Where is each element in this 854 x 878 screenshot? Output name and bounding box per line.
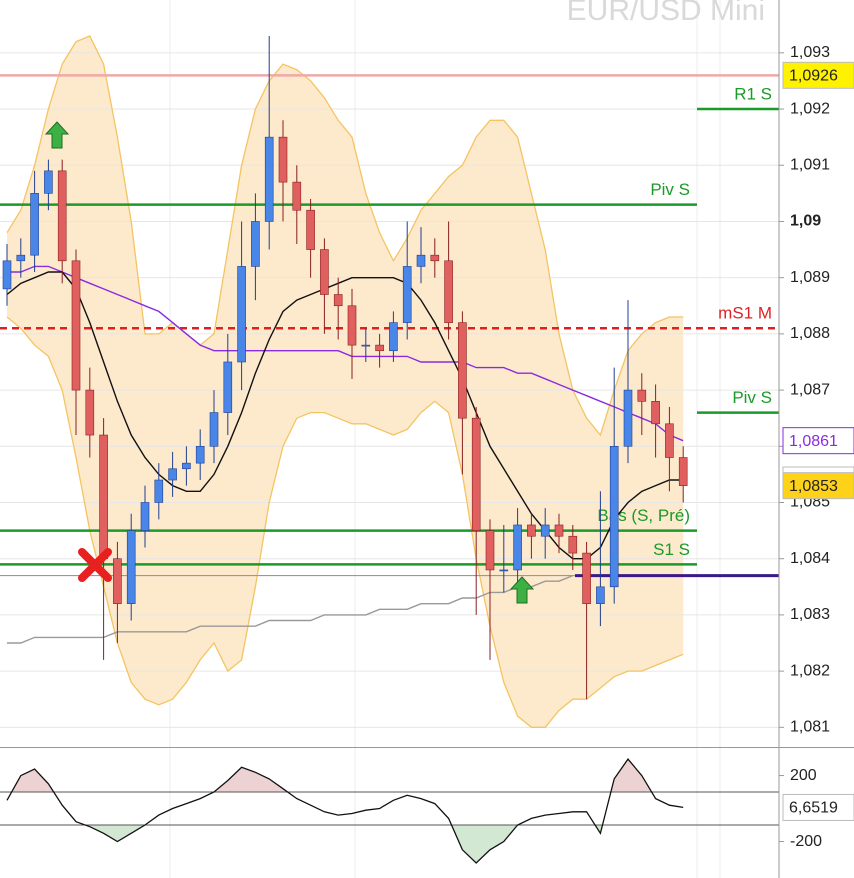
candle-body [30, 193, 39, 256]
y-tick-label: 1,088 [790, 325, 830, 342]
candle-body [361, 344, 371, 347]
y-tick-label: 1,084 [790, 550, 830, 567]
candle-body [16, 254, 26, 262]
candle-body [168, 468, 177, 481]
candle-body [126, 530, 136, 604]
candle-body [57, 170, 67, 262]
buy-arrow [509, 576, 535, 604]
candle-body [237, 266, 246, 363]
level-label: S1 S [653, 540, 690, 559]
cci-line [6, 758, 684, 864]
cross-stroke [78, 548, 112, 582]
cci-zone-fill [85, 825, 603, 863]
band-edge [6, 35, 684, 437]
price-label-box [782, 61, 854, 89]
candle-body [527, 524, 536, 537]
candle-body [596, 586, 605, 604]
candle-body [402, 266, 412, 323]
y-tick-label: 1,093 [790, 44, 830, 61]
candle-body [540, 524, 550, 537]
moving-average [7, 574, 574, 644]
value-label: 6,6519 [789, 800, 838, 817]
candle-body [444, 260, 453, 323]
candle-body [140, 502, 150, 531]
price-label: 1,0861 [789, 433, 838, 450]
chart-title: EUR/USD Mini [567, 0, 765, 27]
candle-body [609, 445, 619, 588]
candle-body [389, 322, 398, 352]
value-label-box [782, 793, 854, 821]
candle-body [582, 552, 591, 604]
sell-cross [78, 548, 112, 582]
y-tick-label: 1,082 [790, 662, 830, 679]
moving-average [6, 271, 684, 560]
candle-body [85, 389, 95, 436]
candle-body [292, 181, 302, 211]
candle-body [554, 524, 564, 537]
candle-body [113, 558, 122, 604]
price-label-box [782, 427, 854, 455]
level-label: Piv S [732, 388, 772, 407]
candle-body [347, 305, 357, 346]
candle-body [665, 423, 674, 458]
candle-body [375, 344, 384, 352]
price-label: 1,0926 [789, 68, 838, 85]
candle-body [623, 389, 633, 447]
price-label-box [782, 472, 854, 500]
candle-body [154, 479, 164, 503]
candle-body [678, 457, 688, 486]
y-tick-label: 1,081 [790, 719, 830, 736]
candle-body [430, 254, 440, 262]
level-label: R1 S [734, 85, 772, 104]
candle-body [485, 530, 495, 571]
candle-body [499, 569, 509, 572]
candle-body [651, 401, 660, 425]
candle-body [306, 209, 315, 250]
candle-body [278, 136, 288, 183]
candle-body [2, 260, 12, 290]
candle-body [637, 389, 647, 402]
y-tick-label: 1,09 [790, 213, 821, 230]
level-label: mS1 M [718, 304, 772, 323]
moving-average [7, 265, 684, 442]
band-edge [6, 316, 684, 728]
candle-body [99, 434, 108, 560]
price-label: 1,0853 [789, 478, 838, 495]
candle-body [195, 445, 205, 464]
candle-body [458, 322, 467, 419]
y-tick-label: 1,089 [790, 269, 830, 286]
y-tick-label: 200 [790, 767, 817, 784]
candle-body [513, 524, 522, 571]
cci-zone-fill [7, 759, 684, 793]
vertical-grid [169, 0, 721, 878]
signal-icons [44, 121, 535, 604]
candle-body [44, 170, 53, 194]
candle-body [471, 417, 481, 531]
candle-body [209, 412, 219, 447]
y-tick-label: -200 [790, 833, 822, 850]
y-tick-label: 1,087 [790, 381, 830, 398]
y-tick-label: 1,083 [790, 606, 830, 623]
candle-body [264, 136, 274, 222]
y-tick-label: 1,092 [790, 100, 830, 117]
candle-body [568, 535, 578, 554]
candle-body [182, 462, 191, 470]
candle-body [416, 254, 426, 267]
candle-body [320, 249, 329, 295]
candle-body [71, 260, 81, 391]
candle-body [333, 294, 343, 307]
buy-arrow [44, 121, 70, 149]
level-label: Piv S [650, 180, 690, 199]
candle-body [251, 221, 260, 267]
candle-body [223, 361, 233, 413]
y-tick-label: 1,091 [790, 156, 830, 173]
